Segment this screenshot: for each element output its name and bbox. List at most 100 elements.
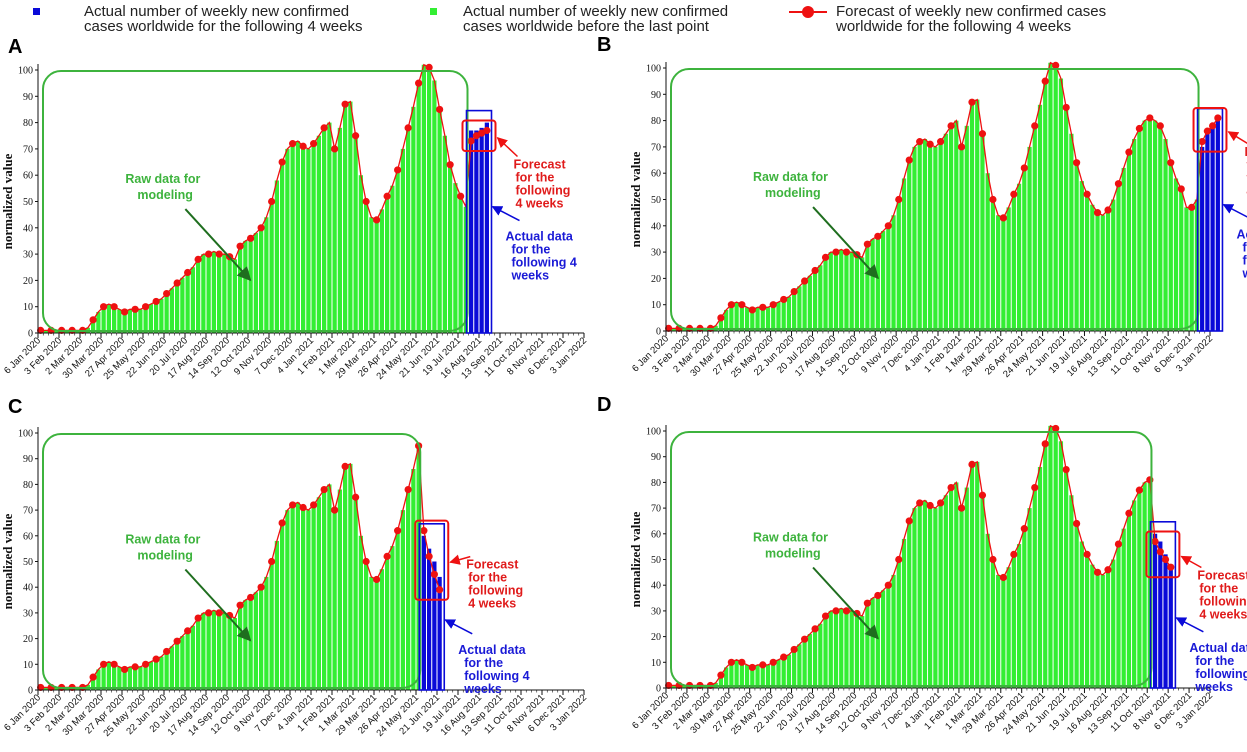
fit-point — [394, 527, 402, 535]
bar-history — [1142, 482, 1147, 688]
fit-point — [989, 195, 997, 204]
forecast-point — [1151, 537, 1159, 546]
bar-history — [969, 102, 975, 331]
bar-history — [54, 687, 59, 690]
bar-history — [912, 508, 917, 688]
fit-point — [1031, 483, 1039, 492]
bar-history — [427, 67, 432, 334]
forecast-point — [436, 586, 444, 594]
bar-history — [311, 143, 316, 333]
bar-history — [138, 309, 143, 333]
bar-history — [1027, 508, 1032, 688]
annotation-raw-1: Raw data for — [753, 170, 828, 184]
bar-history — [860, 616, 865, 688]
bar-history — [43, 687, 48, 690]
bar-history — [306, 148, 311, 333]
annotation-actual-4: weeks — [511, 269, 550, 283]
bar-history — [854, 613, 860, 688]
bar-history — [91, 319, 96, 333]
fit-point — [37, 326, 45, 334]
bar-actual — [1210, 128, 1215, 331]
bar-history — [980, 495, 985, 688]
annotation-actual-1: Actual data — [458, 643, 526, 657]
bar-history — [112, 306, 117, 333]
fit-point — [425, 63, 433, 71]
fit-point — [926, 140, 934, 148]
bar-history — [682, 328, 687, 331]
forecast-box — [1145, 530, 1181, 579]
fit-point — [1167, 159, 1175, 167]
bar-history — [411, 106, 416, 333]
bar-history — [928, 144, 933, 331]
bar-history — [1121, 167, 1126, 331]
bar-history — [1111, 559, 1116, 688]
bar-history — [411, 468, 416, 690]
bar-history — [201, 612, 206, 690]
bar-history — [379, 569, 384, 690]
fit-point — [842, 607, 851, 615]
bar-history — [175, 641, 180, 690]
bar-history — [1179, 188, 1184, 331]
bar-history — [458, 196, 463, 333]
bar-history — [907, 520, 912, 688]
bar-history — [792, 649, 797, 688]
bar-history — [844, 610, 849, 688]
bar-history — [1084, 194, 1090, 331]
bar-history — [781, 657, 786, 688]
bar-history — [337, 489, 342, 690]
bar-history — [379, 209, 384, 333]
y-tick-label: 10 — [651, 658, 661, 669]
fit-point — [937, 138, 945, 146]
y-axis-label: normalized value — [628, 511, 643, 607]
annotation-raw-1: Raw data for — [753, 531, 828, 545]
fit-point — [194, 255, 202, 263]
fit-point — [121, 308, 129, 316]
bar-history — [1001, 217, 1006, 331]
legend: Actual number of weekly new confirmed ca… — [33, 3, 1106, 35]
bar-history — [143, 306, 148, 333]
bar-history — [395, 169, 400, 333]
bar-history — [190, 267, 195, 333]
fit-point — [1073, 519, 1081, 528]
bar-history — [812, 270, 818, 331]
fit-point — [1125, 148, 1133, 156]
bar-actual — [1200, 146, 1205, 331]
y-tick-label: 80 — [651, 116, 661, 127]
legend-red-text-2: worldwide for the following 4 weeks — [835, 18, 1071, 35]
bar-history — [985, 533, 990, 688]
bar-history — [943, 495, 948, 688]
annotation-raw-2: modeling — [137, 188, 193, 202]
bar-history — [369, 576, 374, 690]
annotation-forecast-4: 4 weeks — [1199, 608, 1247, 622]
bar-history — [159, 298, 164, 333]
bar-history — [337, 127, 342, 333]
bar-history — [1168, 162, 1173, 331]
fit-point — [717, 671, 725, 679]
bar-history — [891, 215, 896, 331]
bar-history — [264, 217, 269, 333]
y-tick-label: 30 — [651, 606, 661, 617]
legend-red-text-1: Forecast of weekly new confirmed cases — [836, 3, 1106, 20]
bar-history — [1163, 139, 1168, 331]
bar-history — [975, 461, 980, 688]
bar-history — [243, 240, 248, 333]
forecast-point — [1161, 555, 1170, 564]
fit-point — [373, 216, 381, 224]
bar-history — [316, 497, 321, 690]
fit-point — [1104, 566, 1112, 574]
bar-history — [724, 309, 729, 331]
bar-history — [96, 669, 101, 690]
bar-history — [1074, 162, 1079, 331]
bar-actual — [1163, 554, 1168, 688]
fit-point — [884, 222, 892, 230]
y-tick-label: 0 — [28, 686, 33, 697]
legend-blue-text-2: cases worldwide for the following 4 week… — [84, 18, 362, 35]
y-tick-label: 40 — [651, 221, 661, 232]
bar-history — [849, 252, 854, 331]
bar-history — [917, 141, 922, 331]
bar-history — [343, 104, 348, 333]
y-tick-label: 50 — [651, 555, 661, 566]
bar-history — [1016, 183, 1022, 331]
y-tick-label: 90 — [23, 454, 33, 465]
